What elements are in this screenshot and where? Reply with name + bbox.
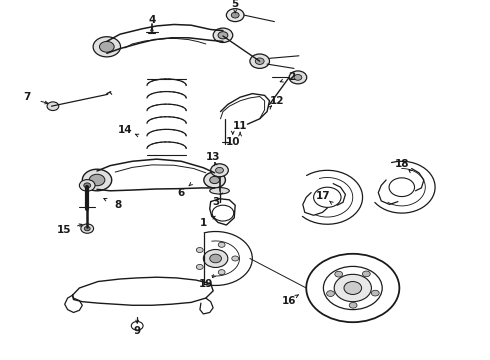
Circle shape [371, 290, 379, 296]
Circle shape [226, 9, 244, 22]
Circle shape [363, 271, 370, 277]
Circle shape [196, 265, 203, 270]
Circle shape [255, 58, 264, 64]
Text: 14: 14 [118, 125, 132, 135]
Text: 6: 6 [178, 188, 185, 198]
Circle shape [335, 271, 343, 277]
Text: 1: 1 [200, 218, 207, 228]
Circle shape [218, 242, 225, 247]
Circle shape [327, 291, 335, 296]
Circle shape [210, 176, 220, 184]
Text: 11: 11 [233, 121, 247, 131]
Circle shape [204, 172, 225, 188]
Circle shape [250, 54, 270, 68]
Circle shape [218, 270, 225, 275]
Circle shape [196, 247, 203, 252]
Circle shape [79, 180, 95, 191]
Circle shape [84, 226, 90, 231]
Text: 9: 9 [134, 326, 141, 336]
Circle shape [203, 249, 228, 267]
Circle shape [231, 12, 239, 18]
Circle shape [216, 167, 223, 173]
Circle shape [213, 28, 233, 42]
Circle shape [232, 256, 239, 261]
Text: 15: 15 [56, 225, 71, 235]
Text: 13: 13 [206, 152, 220, 162]
Circle shape [47, 102, 59, 111]
Circle shape [99, 41, 114, 52]
Text: 19: 19 [198, 279, 213, 289]
Text: 8: 8 [114, 200, 121, 210]
Text: 17: 17 [316, 191, 331, 201]
Circle shape [294, 75, 302, 80]
Circle shape [289, 71, 307, 84]
Text: 12: 12 [270, 96, 284, 106]
Circle shape [334, 274, 371, 302]
Text: 3: 3 [212, 197, 219, 207]
Circle shape [218, 32, 228, 39]
Circle shape [93, 37, 121, 57]
Circle shape [211, 164, 228, 177]
Circle shape [344, 282, 362, 294]
Circle shape [84, 183, 91, 188]
Text: 5: 5 [232, 0, 239, 9]
Circle shape [82, 169, 112, 191]
Circle shape [210, 254, 221, 263]
Ellipse shape [210, 188, 229, 194]
Text: 18: 18 [394, 159, 409, 169]
Text: 4: 4 [148, 15, 156, 25]
Circle shape [349, 302, 357, 308]
Text: 10: 10 [225, 137, 240, 147]
Circle shape [81, 224, 94, 233]
Circle shape [89, 174, 105, 186]
Text: 16: 16 [282, 296, 296, 306]
Text: 2: 2 [288, 72, 295, 82]
Text: 7: 7 [23, 92, 31, 102]
